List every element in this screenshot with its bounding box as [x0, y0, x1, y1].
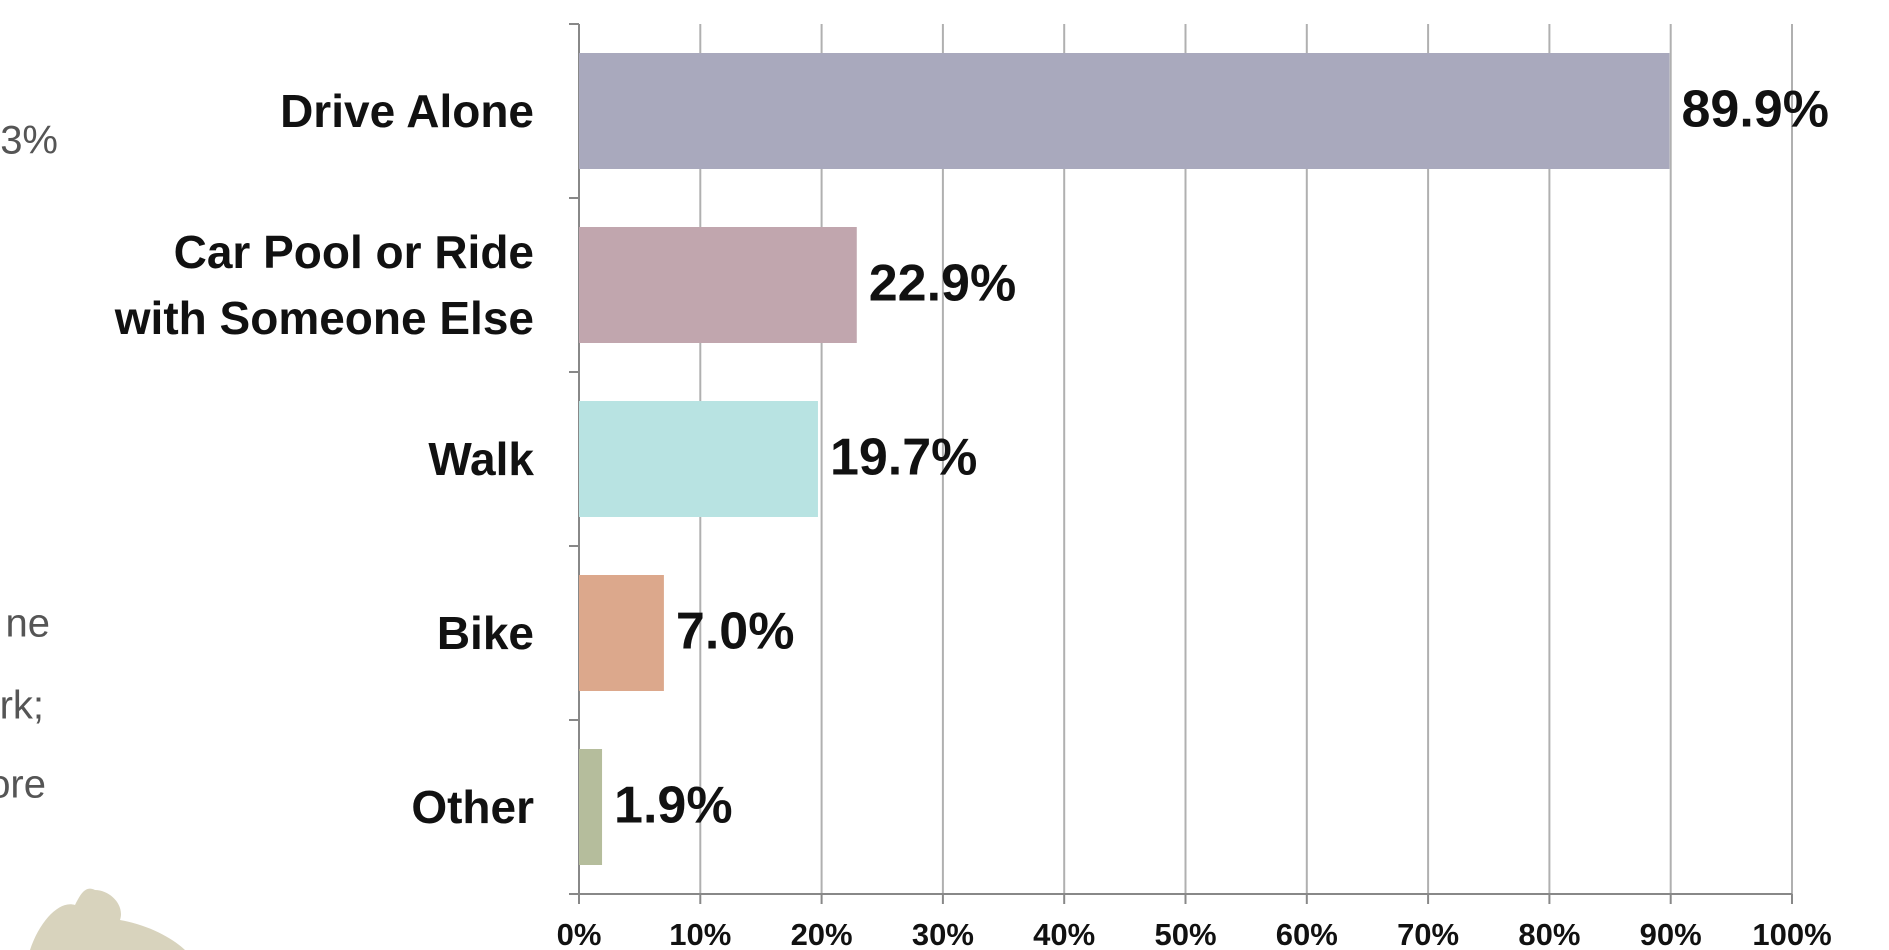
- bar: [579, 401, 818, 517]
- x-tick-label: 80%: [1518, 917, 1580, 950]
- bar: [579, 749, 603, 865]
- decoration: [30, 888, 185, 950]
- category-label: Other: [411, 781, 534, 833]
- side-fragment: 3%: [0, 119, 58, 163]
- x-tick-label: 100%: [1752, 917, 1831, 950]
- side-text: 3% ne rk; ore: [0, 119, 58, 807]
- x-tick-label: 20%: [791, 917, 853, 950]
- side-fragment: ore: [0, 763, 46, 807]
- x-tick-label: 50%: [1154, 917, 1216, 950]
- x-tick-label: 60%: [1276, 917, 1338, 950]
- value-label: 7.0%: [676, 603, 795, 661]
- value-label: 22.9%: [869, 255, 1016, 313]
- category-label: Walk: [428, 433, 534, 485]
- x-tick-label: 90%: [1640, 917, 1702, 950]
- x-tick-label: 40%: [1033, 917, 1095, 950]
- bar: [579, 227, 857, 343]
- category-label: Drive Alone: [280, 85, 534, 137]
- x-tick-label: 30%: [912, 917, 974, 950]
- value-label: 89.9%: [1681, 81, 1828, 139]
- side-fragment: rk;: [0, 684, 44, 728]
- x-tick-label: 10%: [669, 917, 731, 950]
- category-label: Car Pool or Ride with Someone Else: [114, 226, 534, 344]
- category-label: Bike: [436, 607, 534, 659]
- value-label: 1.9%: [614, 777, 733, 835]
- side-fragment: ne: [6, 602, 51, 646]
- x-tick-label: 0%: [557, 917, 602, 950]
- value-label: 19.7%: [830, 429, 977, 487]
- x-tick-label: 70%: [1397, 917, 1459, 950]
- bar: [579, 575, 664, 691]
- bar: [579, 53, 1670, 169]
